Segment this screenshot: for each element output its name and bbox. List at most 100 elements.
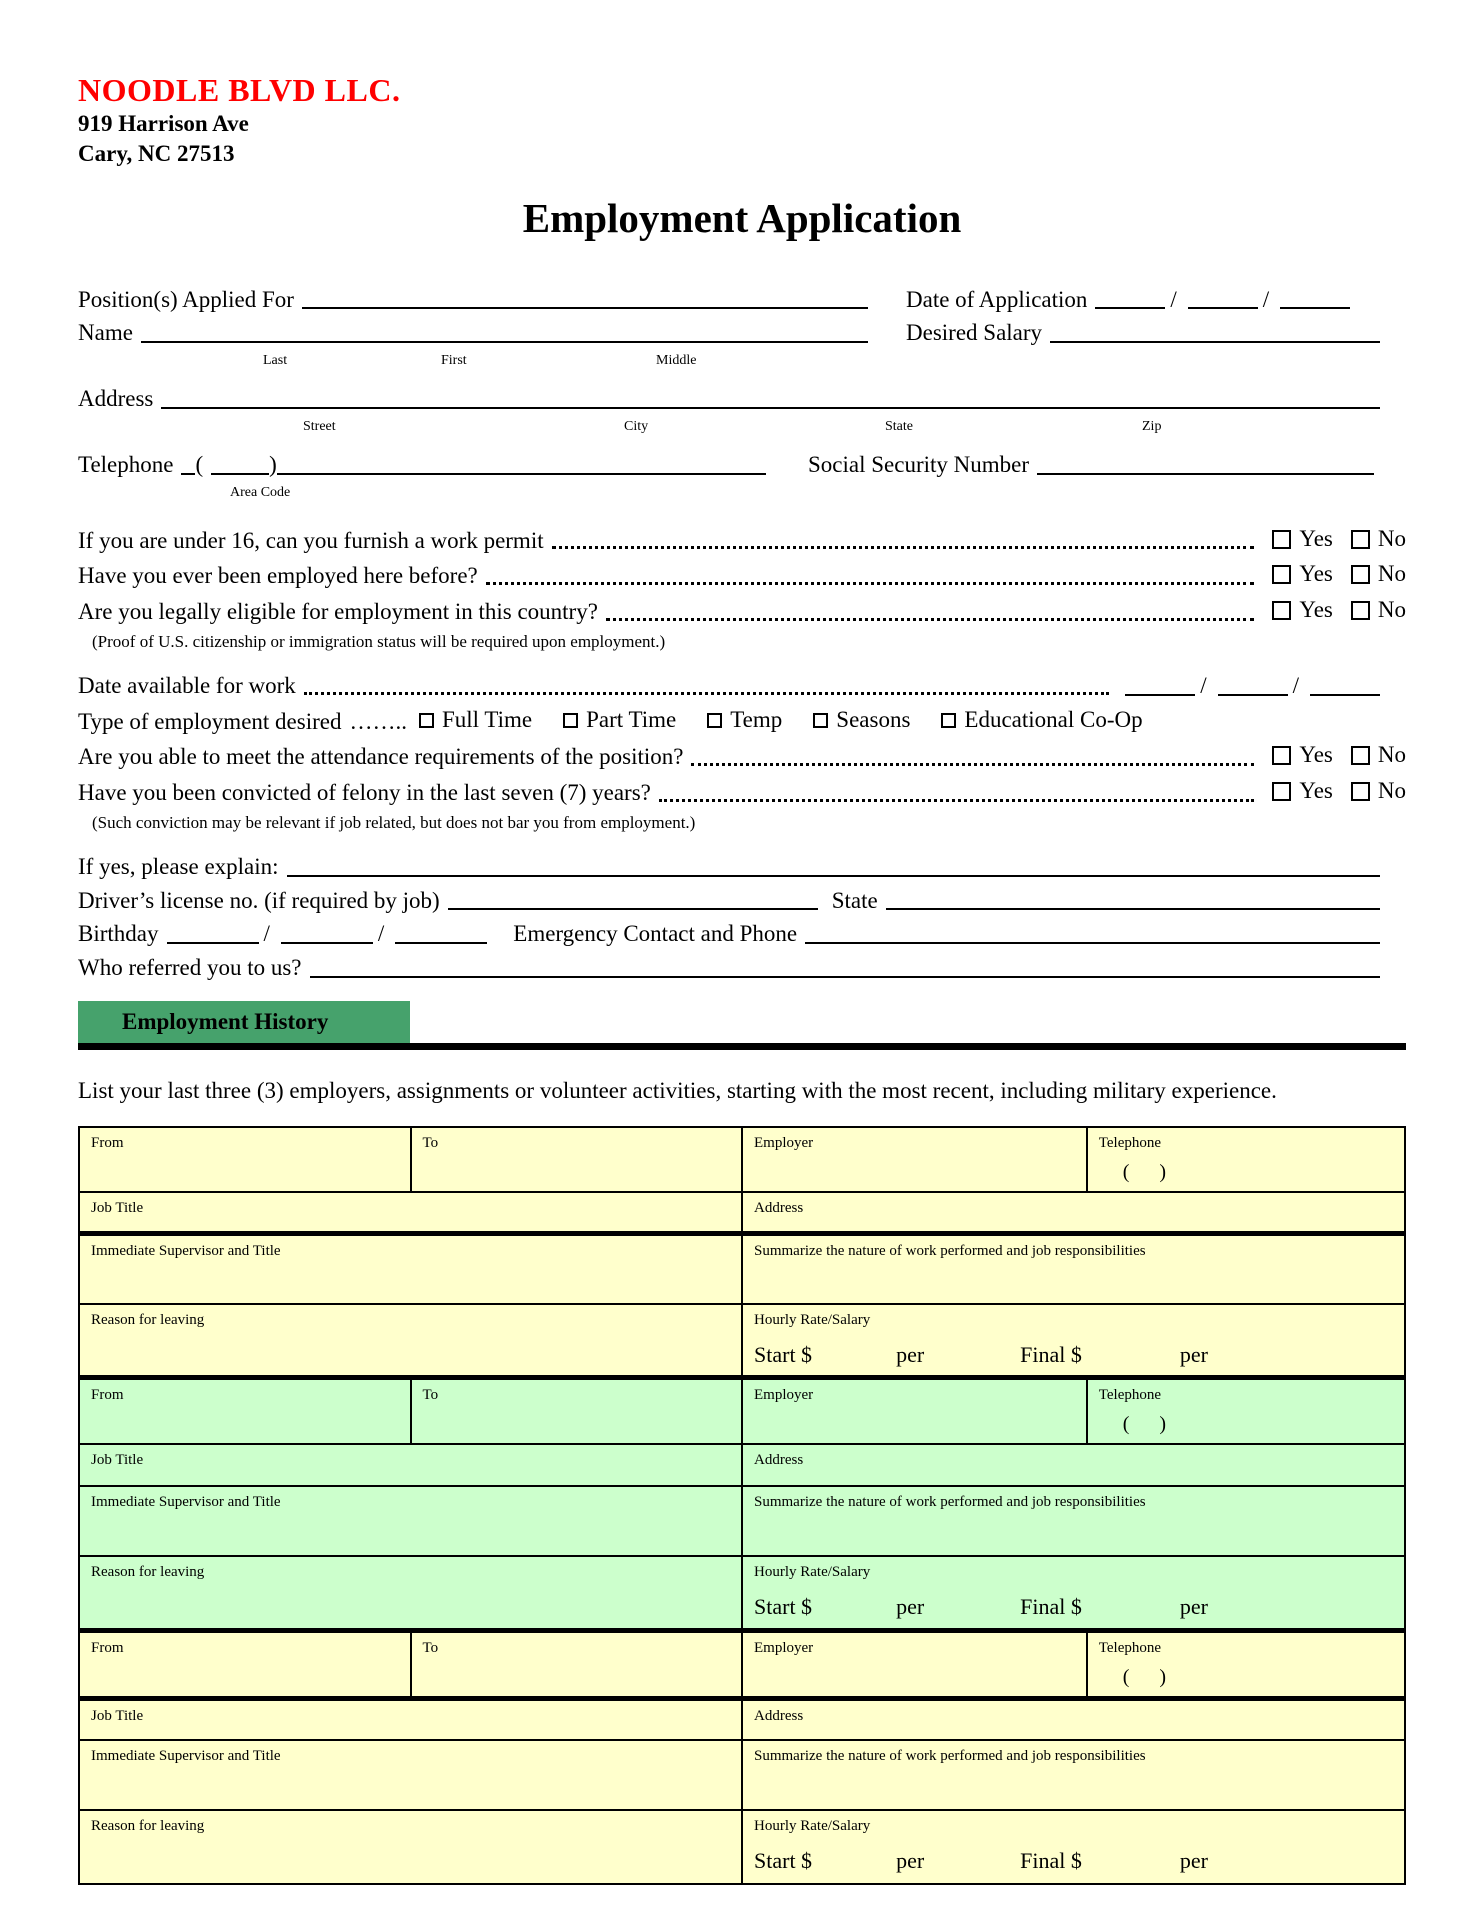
available-day-line[interactable] xyxy=(1217,693,1288,696)
employer-cell[interactable]: Employer xyxy=(741,1125,1088,1193)
application-date-month-line[interactable] xyxy=(1095,307,1166,310)
supervisor-cell[interactable]: Immediate Supervisor and Title xyxy=(78,1485,743,1558)
checkbox-no[interactable] xyxy=(1350,746,1370,766)
yes-label: Yes xyxy=(1299,742,1333,768)
pay-line: Start $ per Final $ per xyxy=(754,1342,1393,1368)
per-label: per xyxy=(896,1594,925,1620)
available-year-line[interactable] xyxy=(1310,693,1380,696)
table-row: Job Title Address xyxy=(78,1697,1406,1742)
desired-salary-group: Desired Salary xyxy=(906,319,1406,348)
hourly-rate-label: Hourly Rate/Salary xyxy=(754,1818,871,1835)
summarize-cell[interactable]: Summarize the nature of work performed a… xyxy=(741,1485,1406,1558)
from-cell[interactable]: From xyxy=(78,1376,412,1446)
seasons-label: Seasons xyxy=(836,706,911,732)
referred-row: Who referred you to us? xyxy=(78,954,1406,983)
from-cell[interactable]: From xyxy=(78,1125,412,1193)
license-state-input-line[interactable] xyxy=(885,908,1380,911)
checkbox-educational-co-op[interactable] xyxy=(941,712,957,728)
job-title-cell[interactable]: Job Title xyxy=(78,1443,743,1488)
checkbox-no[interactable] xyxy=(1350,601,1370,621)
telephone-prefix-line[interactable] xyxy=(181,472,196,475)
available-month-line[interactable] xyxy=(1125,693,1196,696)
work-permit-question: If you are under 16, can you furnish a w… xyxy=(78,527,544,553)
telephone-number-line[interactable] xyxy=(276,472,766,475)
license-input-line[interactable] xyxy=(447,908,818,911)
no-label: No xyxy=(1377,561,1406,587)
name-input-line[interactable] xyxy=(140,341,868,344)
to-cell[interactable]: To xyxy=(409,1376,743,1446)
to-cell[interactable]: To xyxy=(409,1125,743,1193)
address-label: Address xyxy=(754,1452,804,1469)
name-row: Name Desired Salary xyxy=(78,319,1406,348)
supervisor-cell[interactable]: Immediate Supervisor and Title xyxy=(78,1232,743,1305)
last-sublabel: Last xyxy=(263,353,288,369)
positions-input-line[interactable] xyxy=(301,307,868,310)
employed-before-question: Have you ever been employed here before? xyxy=(78,563,478,589)
telephone-cell[interactable]: Telephone ( ) xyxy=(1085,1125,1407,1193)
telephone-cell[interactable]: Telephone ( ) xyxy=(1085,1629,1407,1701)
summarize-cell[interactable]: Summarize the nature of work performed a… xyxy=(741,1232,1406,1305)
ssn-input-line[interactable] xyxy=(1037,472,1374,475)
job-title-cell[interactable]: Job Title xyxy=(78,1190,743,1237)
start-label: Start $ xyxy=(754,1848,813,1874)
from-cell[interactable]: From xyxy=(78,1629,412,1701)
to-cell[interactable]: To xyxy=(409,1629,743,1701)
summarize-label: Summarize the nature of work performed a… xyxy=(754,1494,1146,1511)
reason-cell[interactable]: Reason for leaving xyxy=(78,1809,743,1886)
reason-cell[interactable]: Reason for leaving xyxy=(78,1302,743,1379)
checkbox-yes[interactable] xyxy=(1272,746,1292,766)
emergency-contact-input-line[interactable] xyxy=(805,942,1380,945)
checkbox-seasons[interactable] xyxy=(813,712,829,728)
reason-cell[interactable]: Reason for leaving xyxy=(78,1555,743,1632)
checkbox-full-time[interactable] xyxy=(418,712,434,728)
date-available-label: Date available for work xyxy=(78,672,296,698)
explain-input-line[interactable] xyxy=(286,874,1380,877)
address-cell[interactable]: Address xyxy=(741,1443,1406,1488)
history-block-2: From To Employer Telephone ( ) Job Title… xyxy=(78,1376,1407,1632)
checkbox-yes[interactable] xyxy=(1272,782,1292,802)
telephone-cell[interactable]: Telephone ( ) xyxy=(1085,1376,1407,1446)
checkbox-no[interactable] xyxy=(1350,782,1370,802)
checkbox-yes[interactable] xyxy=(1272,529,1292,549)
felony-yes-no: Yes No xyxy=(1272,777,1406,808)
eligible-question: Are you legally eligible for employment … xyxy=(78,599,598,625)
company-address-line2: Cary, NC 27513 xyxy=(78,141,235,167)
birthday-day-line[interactable] xyxy=(280,942,373,945)
checkbox-yes[interactable] xyxy=(1272,565,1292,585)
area-code-sublabel: Area Code xyxy=(230,484,291,500)
table-row: Reason for leaving Hourly Rate/Salary St… xyxy=(78,1302,1406,1379)
checkbox-part-time[interactable] xyxy=(563,712,579,728)
hourly-rate-cell[interactable]: Hourly Rate/Salary Start $ per Final $ p… xyxy=(741,1555,1406,1632)
employer-cell[interactable]: Employer xyxy=(741,1629,1088,1701)
temp-label: Temp xyxy=(730,706,783,732)
no-label: No xyxy=(1377,597,1406,623)
supervisor-cell[interactable]: Immediate Supervisor and Title xyxy=(78,1739,743,1812)
felony-question-row: Have you been convicted of felony in the… xyxy=(78,777,1406,808)
hourly-rate-cell[interactable]: Hourly Rate/Salary Start $ per Final $ p… xyxy=(741,1809,1406,1886)
employment-history-divider: Employment History xyxy=(78,1000,1406,1050)
positions-label: Position(s) Applied For xyxy=(78,286,294,312)
area-code-paren-open: ( xyxy=(195,451,204,477)
employer-cell[interactable]: Employer xyxy=(741,1376,1088,1446)
job-title-cell[interactable]: Job Title xyxy=(78,1697,743,1742)
address-input-line[interactable] xyxy=(161,406,1380,409)
checkbox-no[interactable] xyxy=(1350,565,1370,585)
address-cell[interactable]: Address xyxy=(741,1697,1406,1742)
hourly-rate-cell[interactable]: Hourly Rate/Salary Start $ per Final $ p… xyxy=(741,1302,1406,1379)
application-date-day-line[interactable] xyxy=(1187,307,1258,310)
area-code-line[interactable] xyxy=(211,472,270,475)
summarize-cell[interactable]: Summarize the nature of work performed a… xyxy=(741,1739,1406,1812)
name-sublabels: Last First Middle xyxy=(78,353,1406,373)
checkbox-yes[interactable] xyxy=(1272,601,1292,621)
referred-input-line[interactable] xyxy=(309,975,1380,978)
telephone-row: Telephone ( ) Social Security Number xyxy=(78,451,1406,480)
birthday-year-line[interactable] xyxy=(395,942,488,945)
table-row: Immediate Supervisor and Title Summarize… xyxy=(78,1485,1406,1558)
checkbox-no[interactable] xyxy=(1350,529,1370,549)
address-cell[interactable]: Address xyxy=(741,1190,1406,1237)
application-date-year-line[interactable] xyxy=(1280,307,1351,310)
job-title-label: Job Title xyxy=(91,1452,144,1469)
checkbox-temp[interactable] xyxy=(707,712,723,728)
birthday-month-line[interactable] xyxy=(166,942,259,945)
desired-salary-input-line[interactable] xyxy=(1050,341,1380,344)
